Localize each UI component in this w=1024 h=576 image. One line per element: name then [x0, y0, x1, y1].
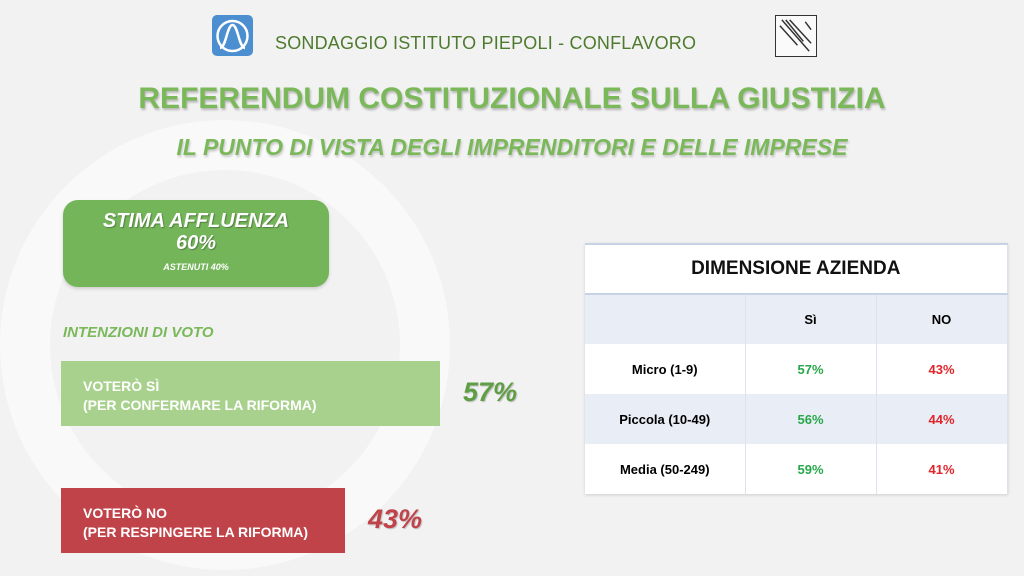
no-bar: VOTERÒ NO (PER RESPINGERE LA RIFORMA) [61, 488, 345, 553]
si-value: 57% [745, 344, 877, 394]
table-title: DIMENSIONE AZIENDA [585, 243, 1008, 295]
column-header-si: Sì [745, 294, 877, 344]
column-header-no: NO [876, 294, 1008, 344]
column-header [585, 294, 746, 344]
no-value: 43% [876, 344, 1008, 394]
company-size-table: DIMENSIONE AZIENDA Sì NO Micro (1-9) 57%… [585, 243, 1008, 494]
no-line1: VOTERÒ NO [83, 505, 168, 521]
table-row: Micro (1-9) 57% 43% [585, 344, 1008, 394]
yes-bar: VOTERÒ SÌ (PER CONFERMARE LA RIFORMA) [61, 361, 440, 426]
si-value: 59% [745, 444, 877, 494]
page-title: REFERENDUM COSTITUZIONALE SULLA GIUSTIZI… [138, 82, 886, 115]
turnout-box: STIMA AFFLUENZA 60% ASTENUTI 40% [63, 200, 329, 287]
no-percentage: 43% [368, 504, 423, 534]
piepoli-logo [212, 15, 253, 56]
no-value: 41% [876, 444, 1008, 494]
voting-intentions-label: INTENZIONI DI VOTO [63, 324, 214, 341]
si-value: 56% [745, 394, 877, 444]
conflavoro-logo [775, 15, 817, 57]
yes-line1: VOTERÒ SÌ [83, 378, 160, 394]
row-label: Micro (1-9) [585, 344, 746, 394]
row-label: Piccola (10-49) [585, 394, 746, 444]
page-subtitle: IL PUNTO DI VISTA DEGLI IMPRENDITORI E D… [176, 134, 848, 160]
abstention-label: ASTENUTI 40% [163, 262, 229, 272]
header-text: SONDAGGIO ISTITUTO PIEPOLI - CONFLAVORO [275, 33, 697, 53]
table-row: Piccola (10-49) 56% 44% [585, 394, 1008, 444]
row-label: Media (50-249) [585, 444, 746, 494]
no-value: 44% [876, 394, 1008, 444]
yes-line2: (PER CONFERMARE LA RIFORMA) [83, 397, 317, 413]
yes-percentage: 57% [463, 377, 518, 407]
no-line2: (PER RESPINGERE LA RIFORMA) [83, 524, 309, 540]
table-row: Media (50-249) 59% 41% [585, 444, 1008, 494]
turnout-label: STIMA AFFLUENZA [102, 210, 290, 232]
turnout-value: 60% [175, 232, 217, 254]
